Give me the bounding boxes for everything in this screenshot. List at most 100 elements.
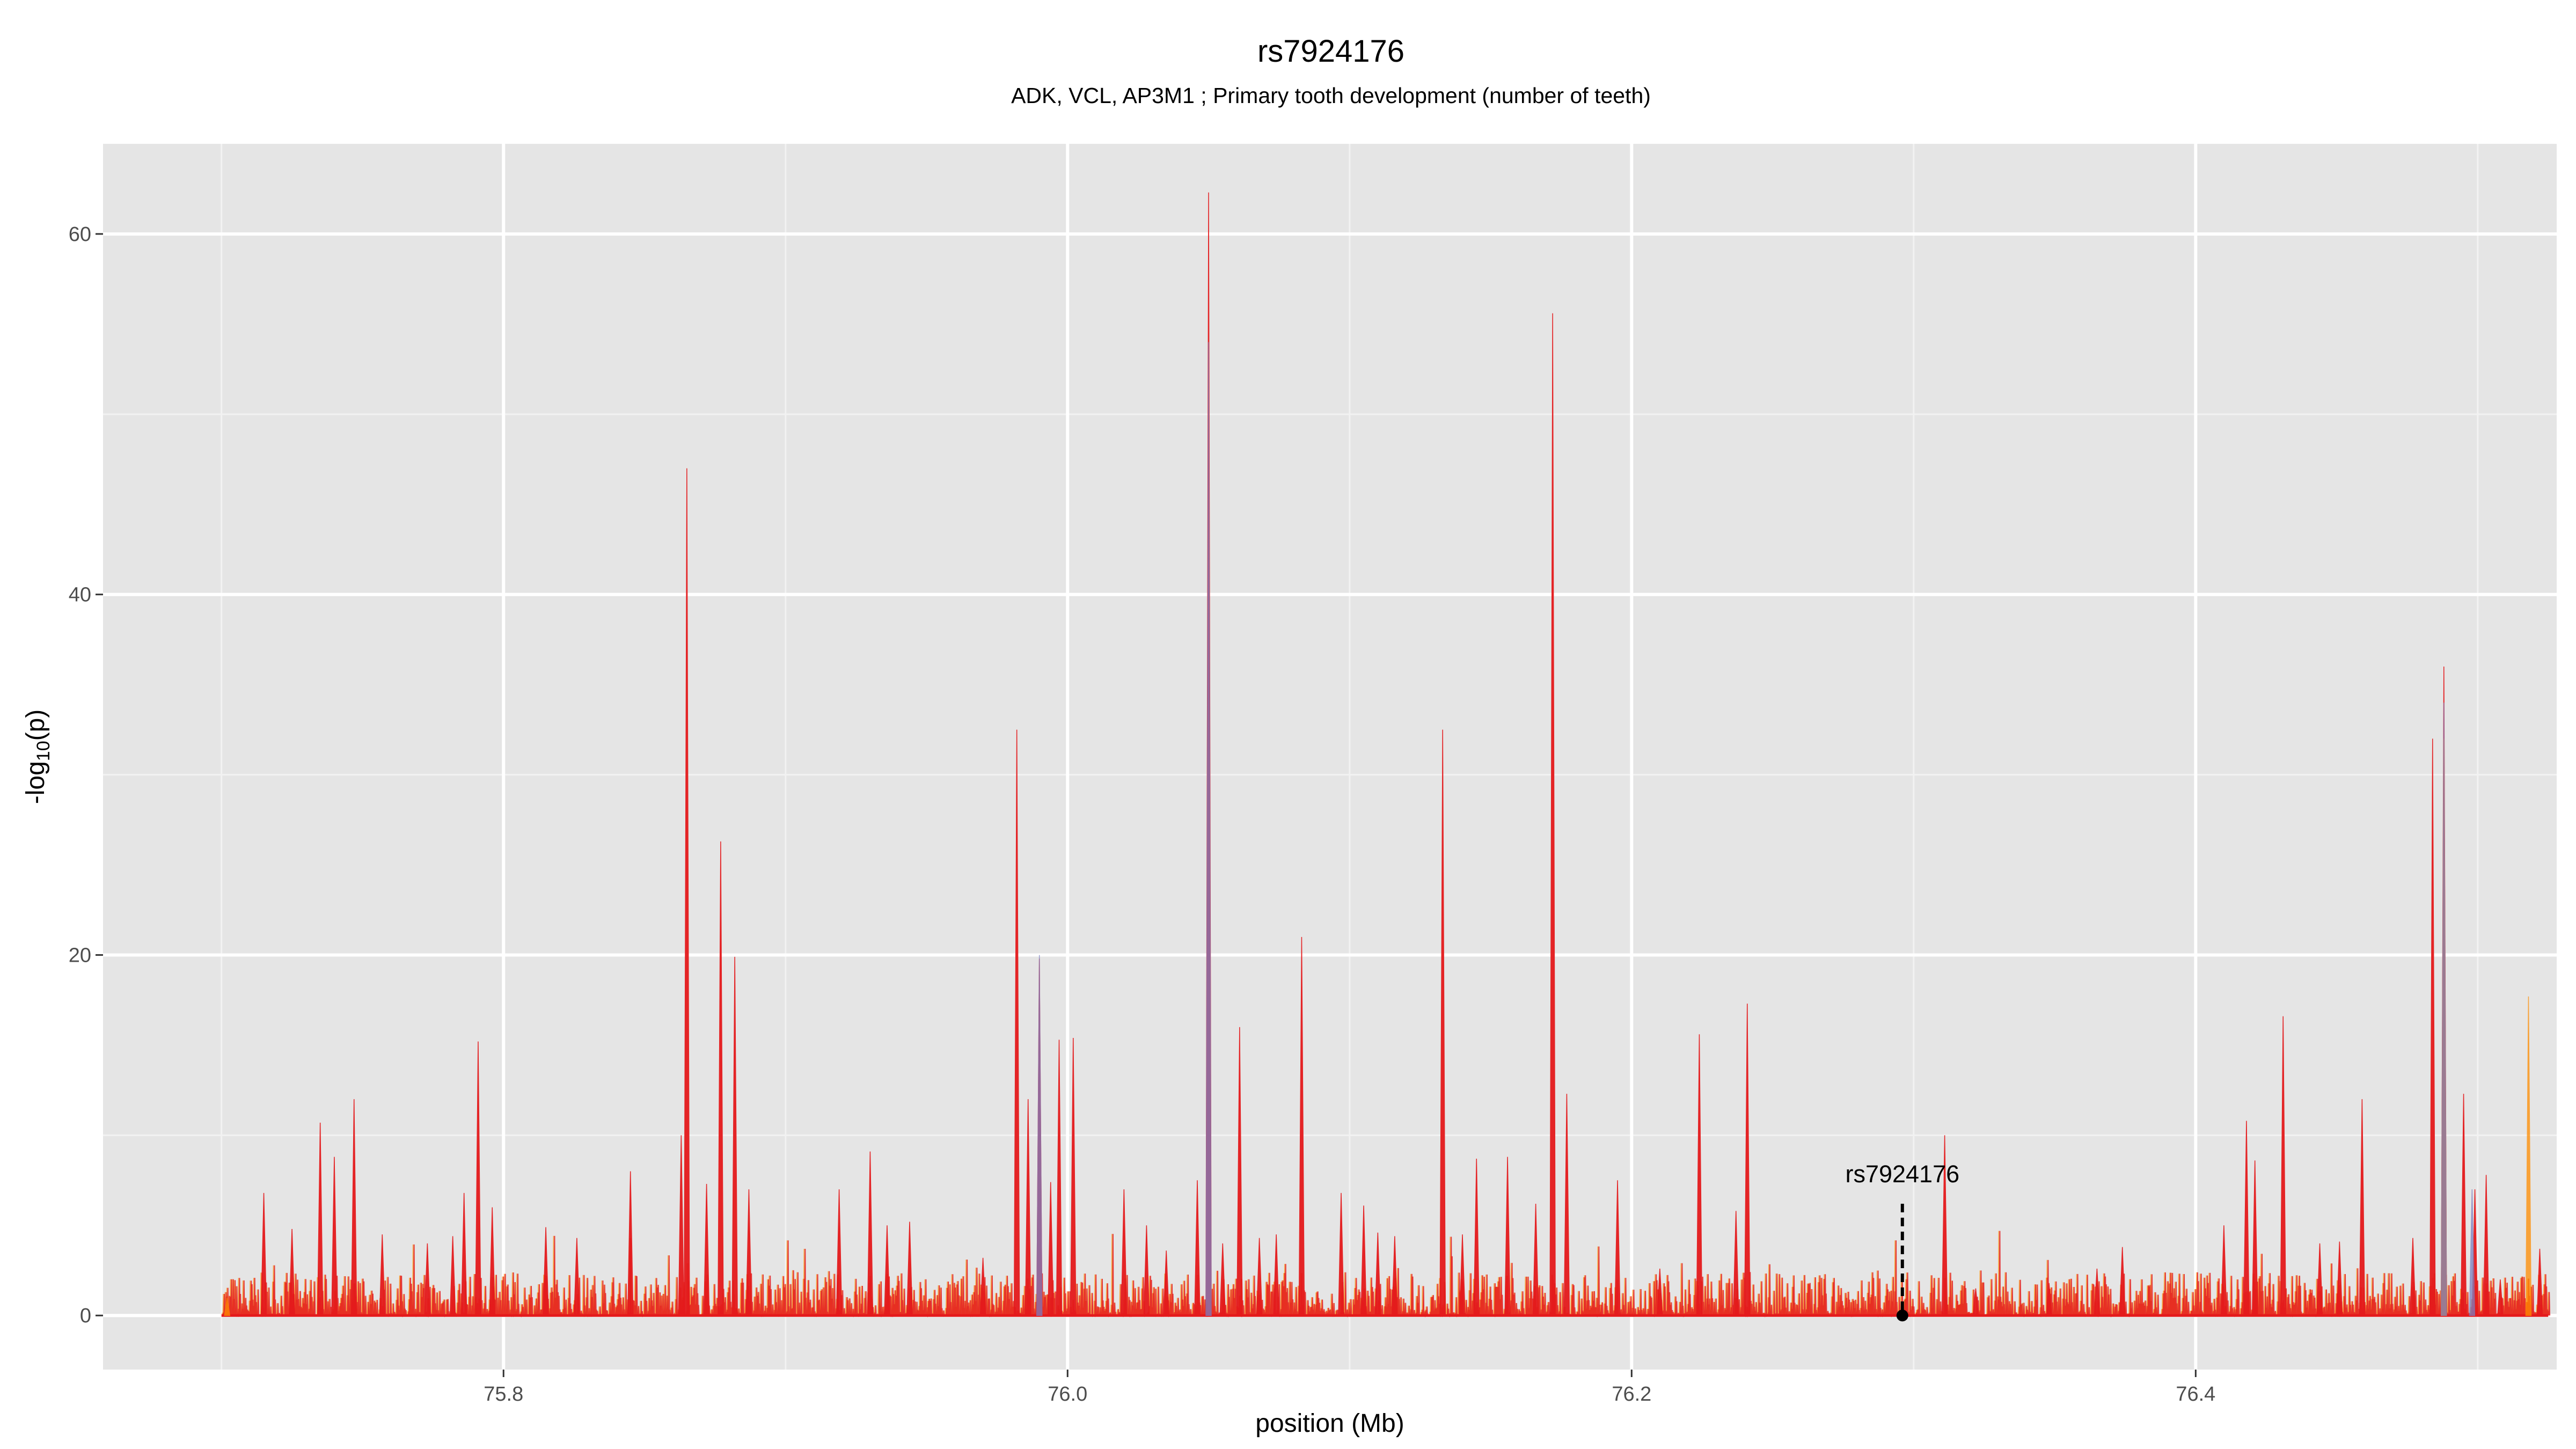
signal-peak <box>1273 1234 1279 1316</box>
signal-peak <box>1013 729 1020 1316</box>
signal-peak <box>2525 996 2532 1316</box>
signal-peak <box>731 956 738 1316</box>
chart-title: rs7924176 <box>1257 34 1405 69</box>
signal-peak <box>1036 955 1043 1316</box>
x-axis-ticks: 75.8 76.0 76.2 76.4 <box>484 1370 2215 1406</box>
signal-peak <box>1070 1037 1077 1316</box>
signal-peak <box>1614 1180 1621 1316</box>
signal-peak <box>2046 1283 2052 1316</box>
minor-gridlines <box>103 144 2557 1370</box>
signal-peak <box>1549 313 1556 1316</box>
y-tick-label: 60 <box>69 223 91 246</box>
signal-peak <box>1972 1288 1979 1316</box>
signal-peak <box>906 1221 913 1316</box>
signal-peak <box>2429 738 2436 1316</box>
signal-peak <box>350 1099 357 1316</box>
signal-peak <box>1219 1243 1226 1316</box>
signal-peak <box>289 1228 295 1316</box>
signal-peak <box>1024 1099 1031 1316</box>
signal-peak <box>317 1122 324 1316</box>
signal-peak <box>2316 1243 2323 1316</box>
y-axis-title: -log10(p) <box>21 709 54 804</box>
signal-peak <box>2410 1238 2416 1316</box>
signal-peak <box>867 1151 874 1316</box>
signal-peak <box>1532 1203 1539 1316</box>
signal-peak <box>1205 342 1212 1316</box>
signal-peak <box>1256 1238 1263 1316</box>
signal-peak <box>449 1236 456 1316</box>
signal-series <box>1036 342 2476 1316</box>
signal-peak <box>678 1135 685 1316</box>
signal-peak <box>1392 1236 1398 1316</box>
signal-peak <box>2536 1248 2543 1316</box>
signal-peak <box>379 1234 386 1316</box>
y-tick-label: 40 <box>69 584 91 606</box>
signal-peak <box>1657 1268 1663 1316</box>
y-tick-label: 0 <box>80 1305 91 1327</box>
signal-peak <box>1236 1027 1243 1316</box>
signal-peak <box>1439 729 1446 1316</box>
signal-peak <box>224 1297 231 1316</box>
signal-peak <box>2251 1160 2258 1316</box>
signal-peak <box>2460 1094 2467 1316</box>
signal-peak <box>836 1189 843 1316</box>
signal-peak <box>718 841 724 1316</box>
signal-peak <box>2469 1189 2476 1316</box>
x-tick-label: 75.8 <box>484 1383 523 1406</box>
signal-peak <box>1338 1192 1344 1316</box>
signal-peak <box>331 1157 338 1316</box>
signal-peak <box>1473 1159 1480 1316</box>
signal-peak <box>1056 1040 1063 1316</box>
signal-peak <box>2497 1279 2504 1316</box>
signal-peak <box>1374 1232 1381 1316</box>
signal-peak <box>884 1225 890 1316</box>
signal-peak <box>1298 936 1305 1316</box>
signal-peak <box>2280 1016 2287 1316</box>
y-tick-label: 20 <box>69 944 91 967</box>
signal-peak <box>2359 1099 2366 1316</box>
signal-peak <box>1121 1189 1128 1316</box>
signal-peak <box>703 1184 710 1316</box>
signal-peak <box>260 1192 267 1316</box>
signal-traces <box>221 192 2551 1318</box>
x-tick-label: 76.2 <box>1612 1383 1651 1406</box>
signal-peak <box>489 1207 495 1316</box>
signal-peak <box>1047 1182 1054 1316</box>
signal-peak <box>2243 1121 2250 1316</box>
x-axis-title: position (Mb) <box>1255 1409 1404 1438</box>
signal-peak <box>1143 1225 1150 1316</box>
signal-peak <box>475 1041 481 1316</box>
annotation-label: rs7924176 <box>1845 1160 1959 1188</box>
signal-peak <box>684 468 690 1316</box>
signal-peak <box>543 1227 549 1316</box>
annotation-point <box>1896 1309 1908 1322</box>
signal-peak <box>1360 1205 1367 1316</box>
signal-peak <box>627 1171 634 1316</box>
signal-peak <box>2483 1175 2490 1316</box>
plot-panel <box>103 144 2557 1370</box>
signal-peak <box>424 1243 431 1316</box>
signal-peak <box>1744 1004 1751 1316</box>
signal-peak <box>979 1257 986 1316</box>
signal-peak <box>1563 1094 1570 1316</box>
signal-peak <box>1459 1234 1466 1316</box>
chart-subtitle: ADK, VCL, AP3M1 ; Primary tooth developm… <box>1011 83 1651 108</box>
signal-peak <box>1194 1180 1201 1316</box>
signal-peak <box>460 1192 467 1316</box>
y-axis-ticks: 0 20 40 60 <box>69 223 103 1327</box>
x-tick-label: 76.0 <box>1048 1383 1087 1406</box>
signal-peak <box>2119 1247 2126 1316</box>
signal-peak <box>1732 1211 1739 1316</box>
snp-annotation: rs7924176 <box>1845 1160 1959 1322</box>
signal-peak <box>745 1189 752 1316</box>
signal-series <box>260 192 2543 1316</box>
signal-peak <box>2094 1268 2101 1316</box>
signal-peak <box>1941 1135 1948 1316</box>
signal-peak <box>2441 702 2447 1316</box>
x-tick-label: 76.4 <box>2176 1383 2215 1406</box>
signal-peak <box>1504 1157 1511 1316</box>
signal-peak <box>1696 1034 1703 1316</box>
signal-peak <box>1163 1250 1169 1316</box>
signal-peak <box>2336 1241 2343 1316</box>
